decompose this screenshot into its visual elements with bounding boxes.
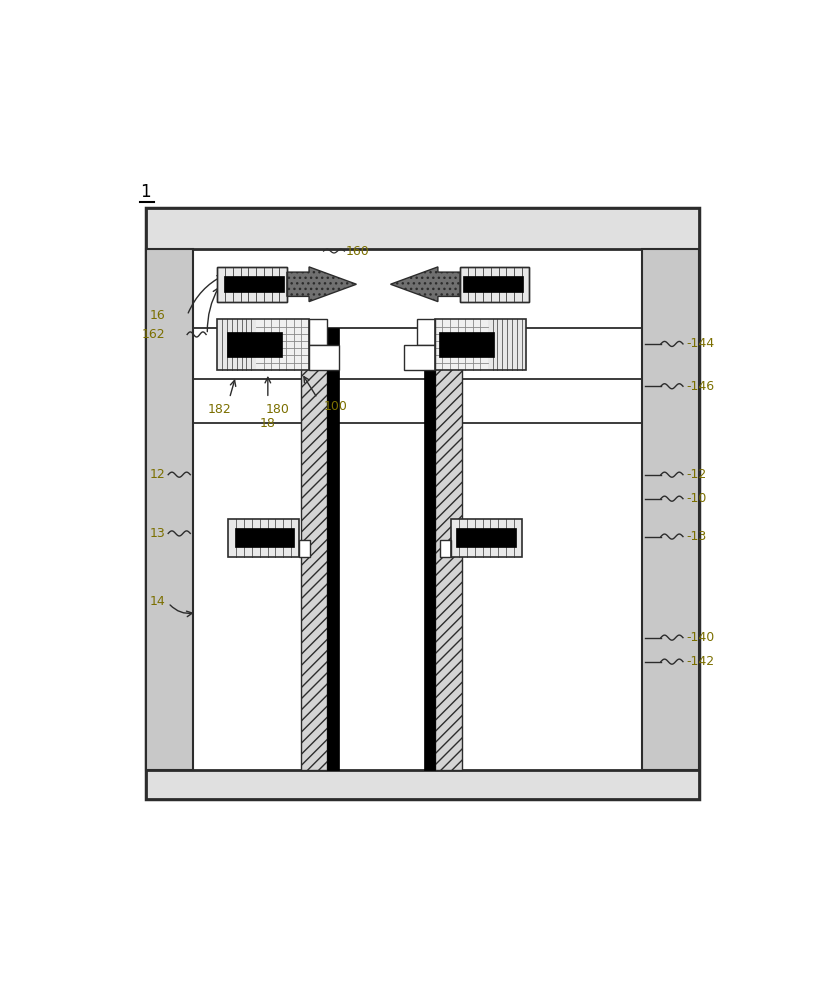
Text: -142: -142 [686,655,714,668]
Bar [301,328,328,770]
Polygon shape [390,267,460,302]
Text: -12: -12 [686,468,707,481]
Bar [452,519,522,557]
Bar [227,332,282,357]
Text: 12: 12 [149,468,165,481]
Bar [218,267,287,302]
Bar [228,519,299,557]
Text: 160: 160 [346,245,369,258]
Bar [460,267,530,302]
Text: -146: -146 [686,380,714,393]
Text: -13: -13 [686,530,707,543]
Text: 1: 1 [140,183,151,201]
Text: 13: 13 [149,527,165,540]
Bar [146,770,698,799]
Bar [488,319,526,370]
Text: 18: 18 [260,417,275,430]
Bar [309,345,339,370]
Bar [328,328,339,770]
Bar [235,528,294,547]
Bar [218,267,287,302]
Bar [299,540,311,557]
Text: 182: 182 [208,403,231,416]
Bar [224,276,284,292]
Bar [424,328,435,770]
Bar [146,208,698,799]
Polygon shape [287,267,356,302]
Bar [452,519,522,557]
Bar [404,345,434,370]
Bar [439,332,494,357]
Bar [218,319,256,370]
Bar [309,319,327,345]
Bar [440,540,452,557]
Text: -10: -10 [686,492,707,505]
Bar [434,319,526,370]
Text: 16: 16 [149,309,165,322]
Bar [463,276,523,292]
Bar [417,319,434,345]
Text: -140: -140 [686,631,715,644]
Bar [146,249,193,770]
Bar [434,319,488,370]
Bar [218,319,309,370]
Text: -144: -144 [686,337,714,350]
Bar [435,328,462,770]
Bar [228,519,299,557]
Text: 14: 14 [149,595,165,608]
Text: 100: 100 [324,400,348,413]
Bar [456,528,516,547]
Text: 162: 162 [142,328,165,341]
Bar [256,319,309,370]
Text: 180: 180 [266,403,289,416]
Bar [193,249,642,770]
Bar [642,249,698,770]
Bar [460,267,530,302]
Bar [146,208,698,249]
